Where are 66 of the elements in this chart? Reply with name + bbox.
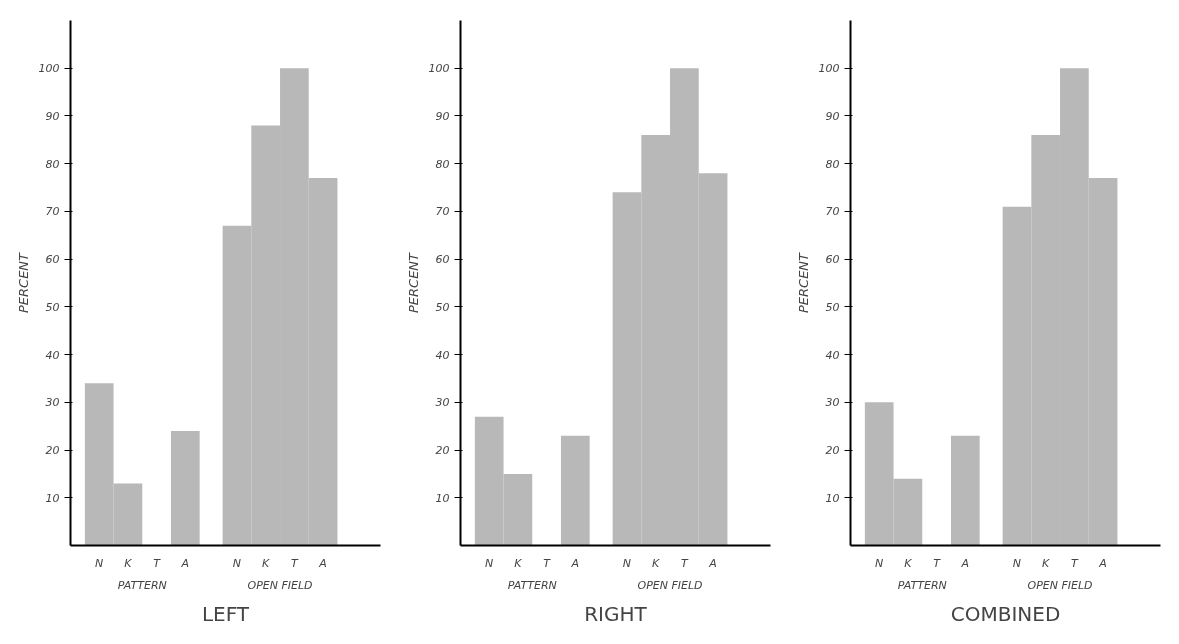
x-tick-label: N bbox=[485, 556, 494, 570]
y-tick-label: 20 bbox=[825, 444, 840, 458]
y-tick-label: 90 bbox=[45, 109, 60, 123]
x-tick-label: N bbox=[232, 556, 242, 570]
y-tick-label: 100 bbox=[428, 62, 450, 76]
y-tick-label: 60 bbox=[45, 253, 60, 267]
text: OPEN FIELD bbox=[247, 578, 313, 592]
y-tick-label: 30 bbox=[435, 396, 450, 410]
y-tick-label: 30 bbox=[825, 396, 840, 410]
text: OPEN FIELD bbox=[637, 578, 703, 592]
y-tick-label: 70 bbox=[45, 205, 60, 219]
x-tick-label: N bbox=[622, 556, 632, 570]
x-tick-label: A bbox=[570, 556, 580, 570]
y-tick-label: 20 bbox=[45, 444, 60, 458]
x-tick-label: K bbox=[652, 556, 661, 570]
text: LEFT bbox=[201, 601, 250, 626]
y-tick-label: 50 bbox=[45, 300, 60, 314]
y-axis-title: PERCENT bbox=[405, 251, 421, 314]
x-tick-label: A bbox=[1098, 556, 1107, 570]
y-tick-label: 70 bbox=[825, 205, 840, 219]
y-tick-label: 20 bbox=[435, 444, 450, 458]
y-tick-label: 40 bbox=[825, 348, 840, 362]
text: PATTERN bbox=[897, 578, 947, 592]
y-axis-title: PERCENT bbox=[15, 251, 31, 314]
y-tick-label: 60 bbox=[825, 253, 840, 267]
text: RIGHT bbox=[584, 601, 648, 626]
x-tick-label: N bbox=[1012, 556, 1022, 570]
y-tick-label: 40 bbox=[435, 348, 450, 362]
x-tick-label: K bbox=[1042, 556, 1051, 570]
x-tick-label: K bbox=[514, 556, 523, 570]
y-tick-label: 70 bbox=[435, 205, 450, 219]
x-tick-label: T bbox=[291, 556, 300, 570]
y-tick-label: 50 bbox=[825, 300, 840, 314]
x-tick-label: T bbox=[933, 556, 942, 570]
y-tick-label: 10 bbox=[45, 491, 60, 505]
y-tick-label: 90 bbox=[825, 109, 840, 123]
x-tick-label: A bbox=[180, 556, 190, 570]
y-tick-label: 50 bbox=[435, 300, 450, 314]
x-tick-label: T bbox=[153, 556, 162, 570]
x-tick-label: K bbox=[904, 556, 913, 570]
y-tick-label: 80 bbox=[435, 157, 450, 171]
x-tick-label: T bbox=[543, 556, 552, 570]
y-tick-label: 10 bbox=[435, 491, 450, 505]
x-tick-label: A bbox=[960, 556, 970, 570]
y-tick-label: 10 bbox=[825, 491, 840, 505]
text: PATTERN bbox=[117, 578, 167, 592]
x-tick-label: A bbox=[708, 556, 717, 570]
text: OPEN FIELD bbox=[1027, 578, 1093, 592]
x-tick-label: A bbox=[318, 556, 327, 570]
y-tick-label: 90 bbox=[435, 109, 450, 123]
text: PATTERN bbox=[507, 578, 557, 592]
y-tick-label: 60 bbox=[435, 253, 450, 267]
x-tick-label: N bbox=[95, 556, 104, 570]
x-tick-label: N bbox=[875, 556, 884, 570]
text: COMBINED bbox=[950, 601, 1061, 626]
x-tick-label: K bbox=[262, 556, 271, 570]
y-tick-label: 30 bbox=[45, 396, 60, 410]
x-tick-label: K bbox=[124, 556, 133, 570]
x-tick-label: T bbox=[681, 556, 690, 570]
x-tick-label: T bbox=[1071, 556, 1080, 570]
y-tick-label: 40 bbox=[45, 348, 60, 362]
y-tick-label: 100 bbox=[818, 62, 840, 76]
y-tick-label: 80 bbox=[45, 157, 60, 171]
y-tick-label: 100 bbox=[38, 62, 60, 76]
y-tick-label: 80 bbox=[825, 157, 840, 171]
y-axis-title: PERCENT bbox=[795, 251, 811, 314]
